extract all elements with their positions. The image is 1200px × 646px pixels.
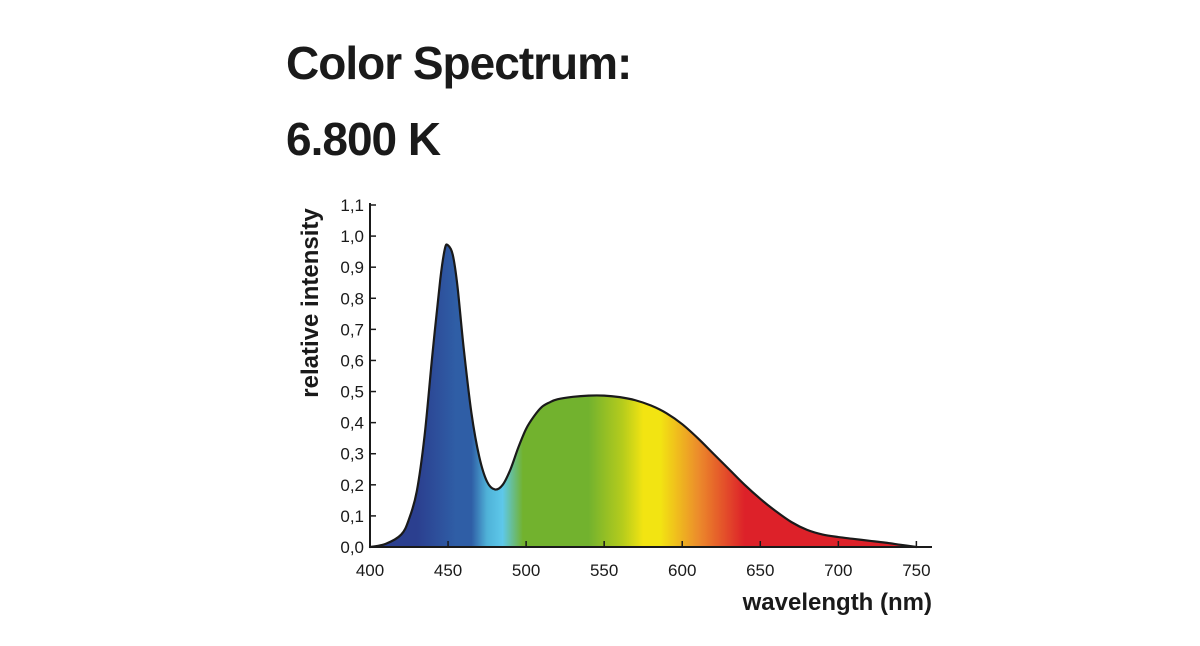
x-tick-label: 500 [512, 561, 540, 580]
y-tick-label: 1,1 [340, 196, 364, 215]
chart-title-line-2: 6.800 K [286, 113, 441, 165]
chart-title-line-1: Color Spectrum: [286, 37, 632, 89]
x-tick-label: 550 [590, 561, 618, 580]
y-axis-title: relative intensity [297, 208, 324, 398]
y-tick-label: 0,1 [340, 507, 364, 526]
y-tick-label: 0,0 [340, 538, 364, 557]
y-tick-label: 0,3 [340, 445, 364, 464]
y-tick-label: 0,7 [340, 320, 364, 339]
spectrum-outline [368, 243, 918, 549]
y-tick-label: 1,0 [340, 227, 364, 246]
y-tick-label: 0,8 [340, 289, 364, 308]
y-tick-label: 0,6 [340, 351, 364, 370]
x-tick-label: 700 [824, 561, 852, 580]
x-axis-title: wavelength (nm) [742, 589, 932, 616]
x-tick-label: 400 [356, 561, 384, 580]
x-tick-label: 750 [902, 561, 930, 580]
x-tick-label: 650 [746, 561, 774, 580]
plot-area [368, 243, 918, 549]
x-tick-label: 600 [668, 561, 696, 580]
y-tick-label: 0,2 [340, 476, 364, 495]
spectrum-area [370, 244, 917, 547]
y-tick-label: 0,9 [340, 258, 364, 277]
y-tick-label: 0,5 [340, 383, 364, 402]
axes: 0,0 0,1 0,2 0,3 0,4 0,5 0,6 0,7 0,8 0,9 1,0 1,1 400 4… [340, 196, 932, 580]
y-tick-label: 0,4 [340, 414, 364, 433]
x-tick-label: 450 [434, 561, 462, 580]
